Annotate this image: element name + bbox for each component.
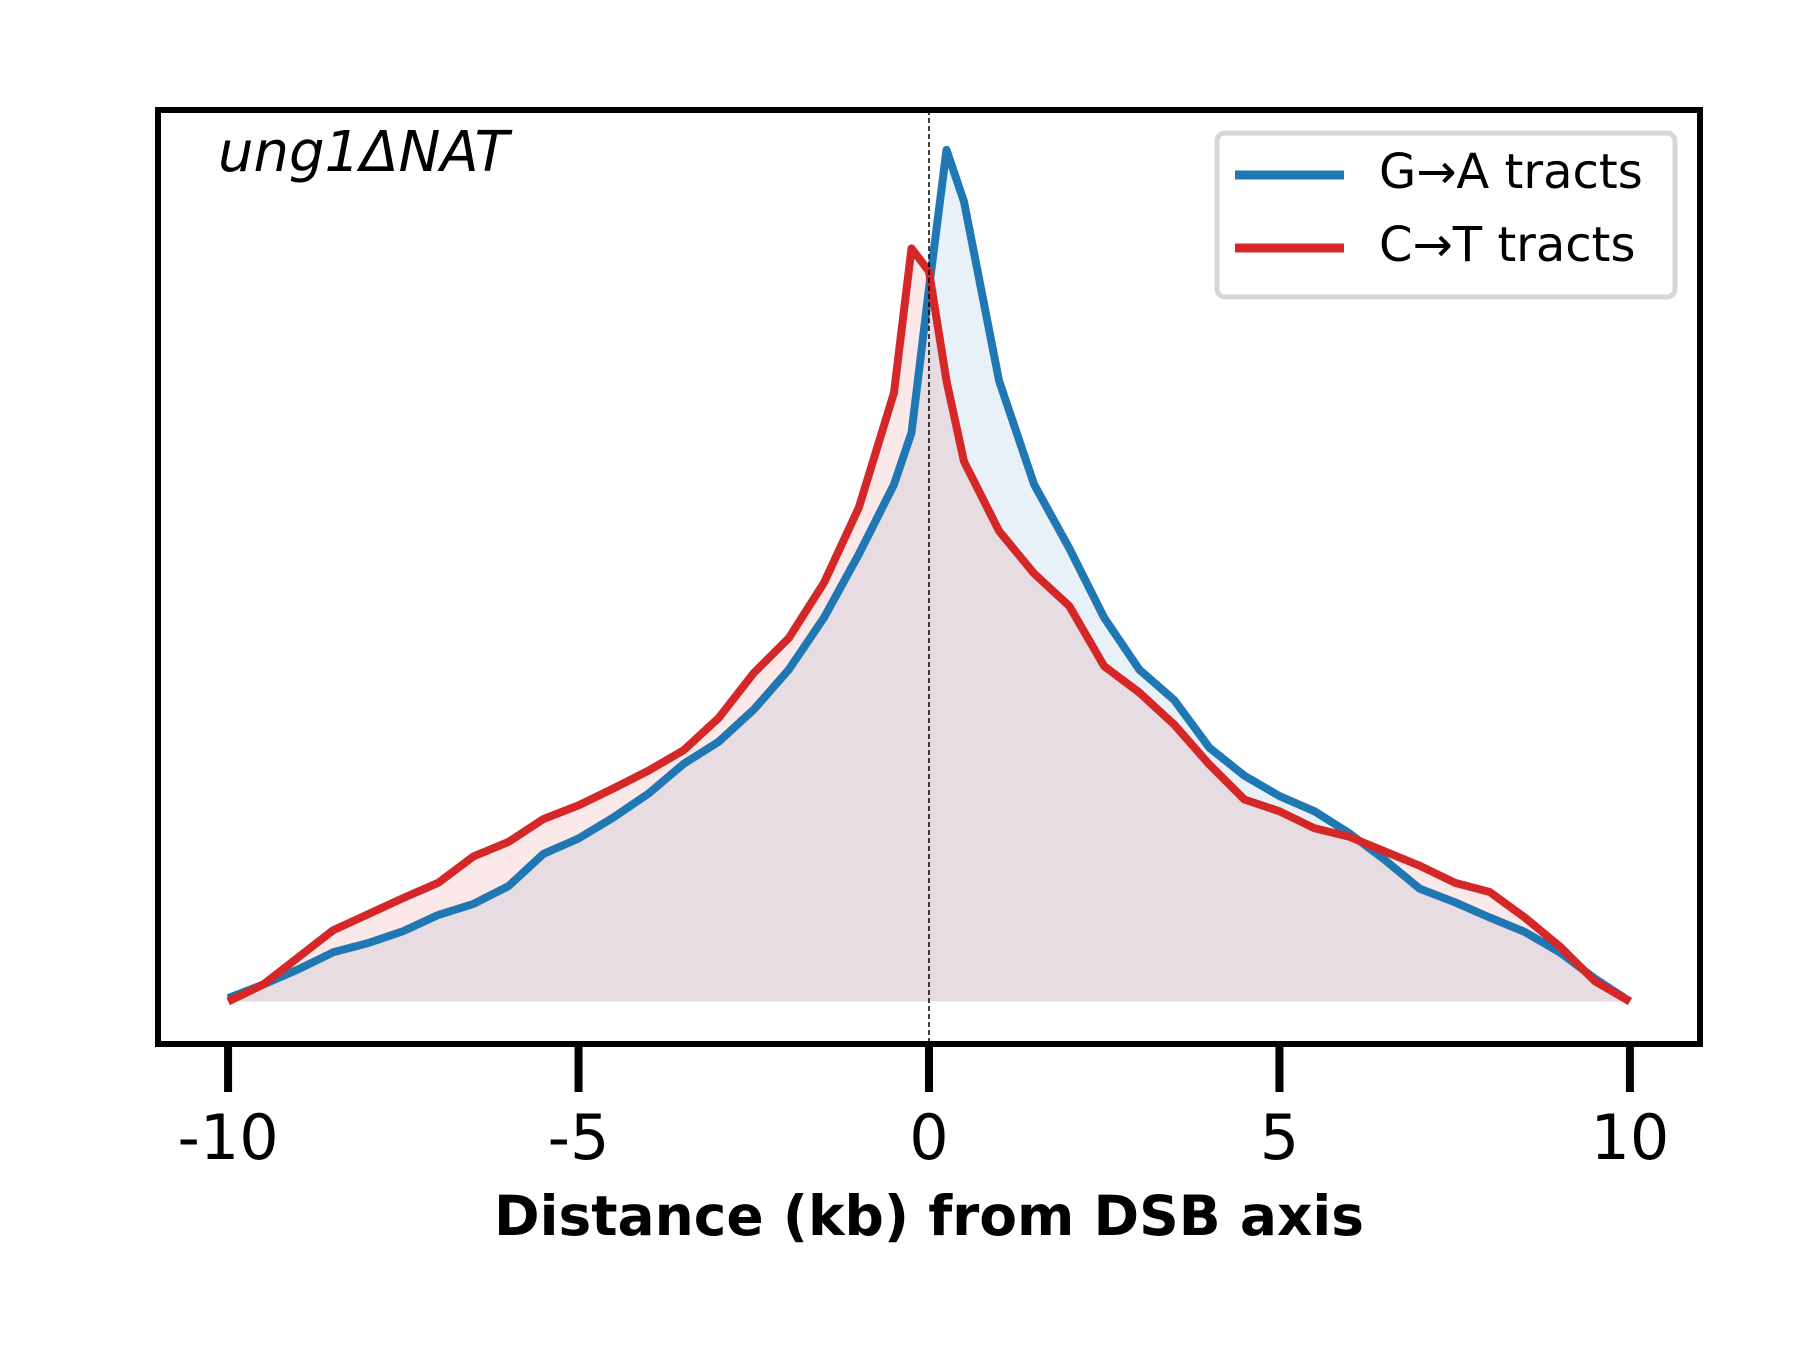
legend-label: G→A tracts	[1379, 144, 1643, 200]
x-tick-label: 5	[1260, 1101, 1299, 1174]
legend-label: C→T tracts	[1379, 217, 1636, 273]
x-tick-label: -5	[548, 1101, 610, 1174]
annotation: ung1ΔNAT	[218, 120, 513, 185]
x-tick-label: -10	[177, 1101, 278, 1174]
x-tick-label: 10	[1590, 1101, 1669, 1174]
x-axis-label: Distance (kb) from DSB axis	[494, 1184, 1364, 1248]
x-tick-label: 0	[909, 1101, 948, 1174]
